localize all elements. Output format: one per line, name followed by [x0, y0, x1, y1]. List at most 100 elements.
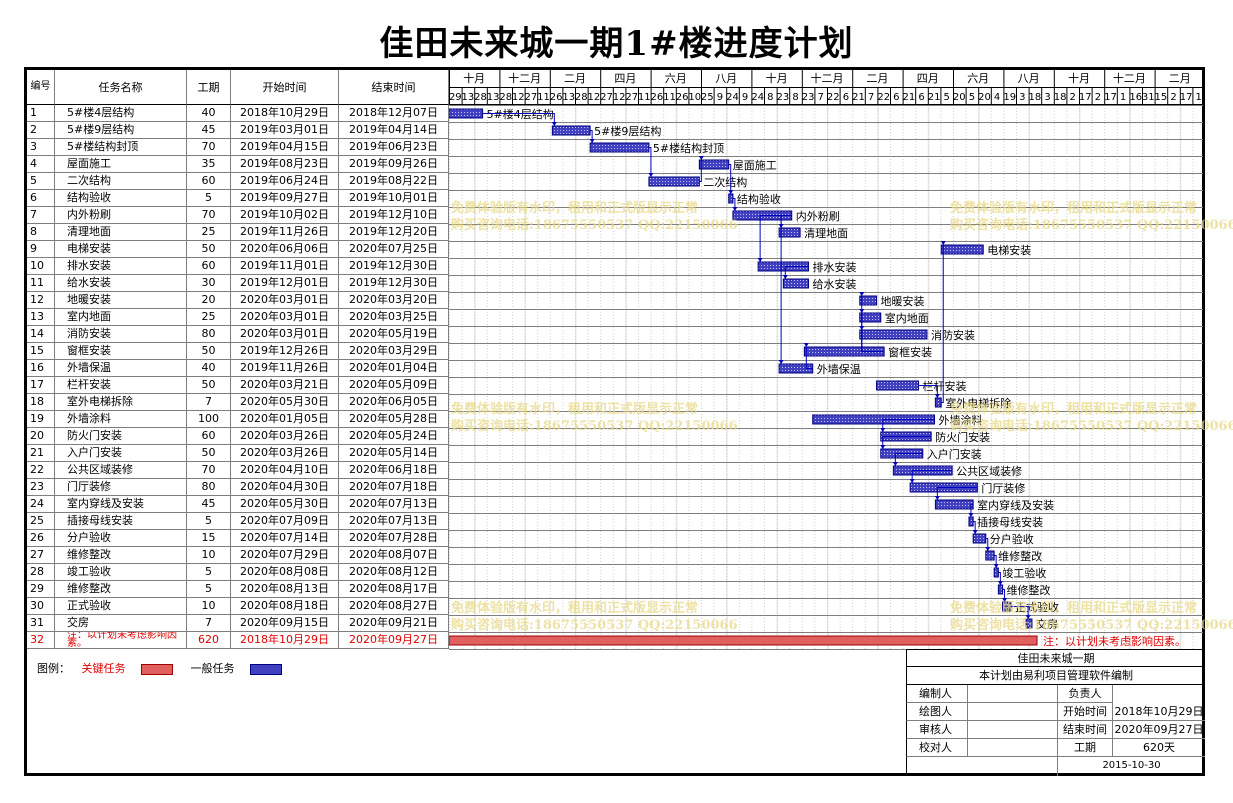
task-id-cell: 11	[27, 275, 55, 292]
task-start-cell: 2020年08月13日	[231, 581, 339, 598]
dependency-arrow	[934, 496, 940, 500]
task-id-cell: 8	[27, 224, 55, 241]
info-software: 本计划由易利项目管理软件编制	[906, 667, 1205, 685]
day-label: 28	[499, 92, 512, 103]
task-duration-cell: 60	[187, 258, 231, 275]
task-duration-cell: 45	[187, 122, 231, 139]
task-start-cell: 2020年09月15日	[231, 615, 339, 632]
task-start-cell: 2020年08月08日	[231, 564, 339, 581]
day-label: 28	[575, 92, 588, 103]
day-label: 3	[1044, 92, 1050, 103]
day-label: 20	[953, 92, 966, 103]
dependency-link	[482, 113, 555, 126]
task-id-cell: 6	[27, 190, 55, 207]
task-duration-cell: 80	[187, 479, 231, 496]
task-start-cell: 2020年07月14日	[231, 530, 339, 547]
day-label: 31	[1142, 92, 1155, 103]
task-duration-cell: 60	[187, 428, 231, 445]
task-start-cell: 2020年03月21日	[231, 377, 339, 394]
dependency-link	[882, 436, 932, 449]
day-label: 13	[487, 92, 500, 103]
dependency-arrow	[985, 547, 991, 551]
day-label: 12	[613, 92, 626, 103]
day-label: 26	[651, 92, 664, 103]
dependency-arrow	[589, 139, 595, 143]
task-duration-cell: 50	[187, 445, 231, 462]
dependency-link	[911, 470, 953, 483]
task-name-cell: 入户门安装	[55, 445, 187, 462]
task-end-cell: 2020年05月19日	[339, 326, 449, 343]
month-label: 十月	[1068, 71, 1090, 85]
task-name-cell: 内外粉刷	[55, 207, 187, 224]
dependency-arrow	[803, 343, 809, 347]
task-bar	[859, 295, 878, 306]
info-duration-value: 620天	[1113, 739, 1205, 757]
month-label: 八月	[715, 72, 737, 85]
info-drawer-value	[968, 703, 1058, 721]
task-end-cell: 2020年05月09日	[339, 377, 449, 394]
day-label: 21	[928, 92, 941, 103]
day-label: 2	[1170, 92, 1176, 103]
task-bar-label: 防火门安装	[935, 430, 990, 444]
task-bar	[449, 108, 484, 119]
task-start-cell: 2019年10月02日	[231, 207, 339, 224]
task-bar	[782, 278, 810, 289]
dependency-arrow	[728, 190, 734, 194]
day-label: 2	[1070, 92, 1076, 103]
task-duration-cell: 25	[187, 309, 231, 326]
dependency-link	[732, 198, 736, 211]
task-bar-label: 交房	[1036, 617, 1058, 631]
task-end-cell: 2019年12月30日	[339, 275, 449, 292]
day-label: 7	[818, 92, 824, 103]
task-duration-cell: 5	[187, 513, 231, 530]
dependency-link	[1002, 589, 1006, 602]
task-id-cell: 30	[27, 598, 55, 615]
task-id-cell: 20	[27, 428, 55, 445]
task-duration-cell: 60	[187, 173, 231, 190]
day-label: 13	[462, 92, 475, 103]
task-id-cell: 9	[27, 241, 55, 258]
info-start-label: 开始时间	[1058, 703, 1113, 721]
task-bar-label: 内外粉刷	[796, 209, 840, 223]
task-id-cell: 24	[27, 496, 55, 513]
task-bar-label: 门厅装修	[981, 481, 1025, 495]
task-end-cell: 2020年07月13日	[339, 513, 449, 530]
task-name-cell: 窗框安装	[55, 343, 187, 360]
day-label: 21	[903, 92, 916, 103]
task-end-cell: 2020年08月07日	[339, 547, 449, 564]
task-duration-cell: 30	[187, 275, 231, 292]
task-bar-label: 竣工验收	[1002, 566, 1046, 580]
info-end-value: 2020年09月27日	[1113, 721, 1205, 739]
task-bar-label: 二次结构	[703, 175, 747, 189]
info-box: 佳田未来城一期 本计划由易利项目管理软件编制 编制人 负责人 绘图人 开始时间 …	[906, 649, 1205, 776]
day-label: 9	[742, 92, 748, 103]
task-name-cell: 结构验收	[55, 190, 187, 207]
task-bar	[997, 584, 1004, 595]
task-end-cell: 2020年07月13日	[339, 496, 449, 513]
task-id-cell: 16	[27, 360, 55, 377]
legend-normal-label: 一般任务	[190, 662, 235, 675]
task-bar-label: 电梯安装	[987, 243, 1031, 257]
info-editor: 编制人	[906, 685, 968, 703]
task-duration-cell: 70	[187, 462, 231, 479]
task-bar-label: 窗框安装	[888, 345, 932, 359]
task-end-cell: 2020年09月27日	[339, 632, 449, 649]
task-end-cell: 2019年12月30日	[339, 258, 449, 275]
col-name-header: 任务名称	[55, 70, 187, 105]
dependency-arrow	[757, 258, 763, 262]
dependency-link	[728, 164, 732, 194]
task-duration-cell: 50	[187, 377, 231, 394]
task-start-cell: 2019年09月27日	[231, 190, 339, 207]
task-end-cell: 2020年07月18日	[339, 479, 449, 496]
task-end-cell: 2020年03月25日	[339, 309, 449, 326]
task-start-cell: 2020年08月18日	[231, 598, 339, 615]
col-start-header: 开始时间	[231, 70, 339, 105]
task-start-cell: 2020年03月26日	[231, 428, 339, 445]
task-id-cell: 2	[27, 122, 55, 139]
task-name-cell: 外墙涂料	[55, 411, 187, 428]
info-end-label: 结束时间	[1058, 721, 1113, 739]
task-end-cell: 2020年09月21日	[339, 615, 449, 632]
task-bar-label: 室外电梯拆除	[945, 396, 1011, 410]
task-start-cell: 2020年05月30日	[231, 394, 339, 411]
